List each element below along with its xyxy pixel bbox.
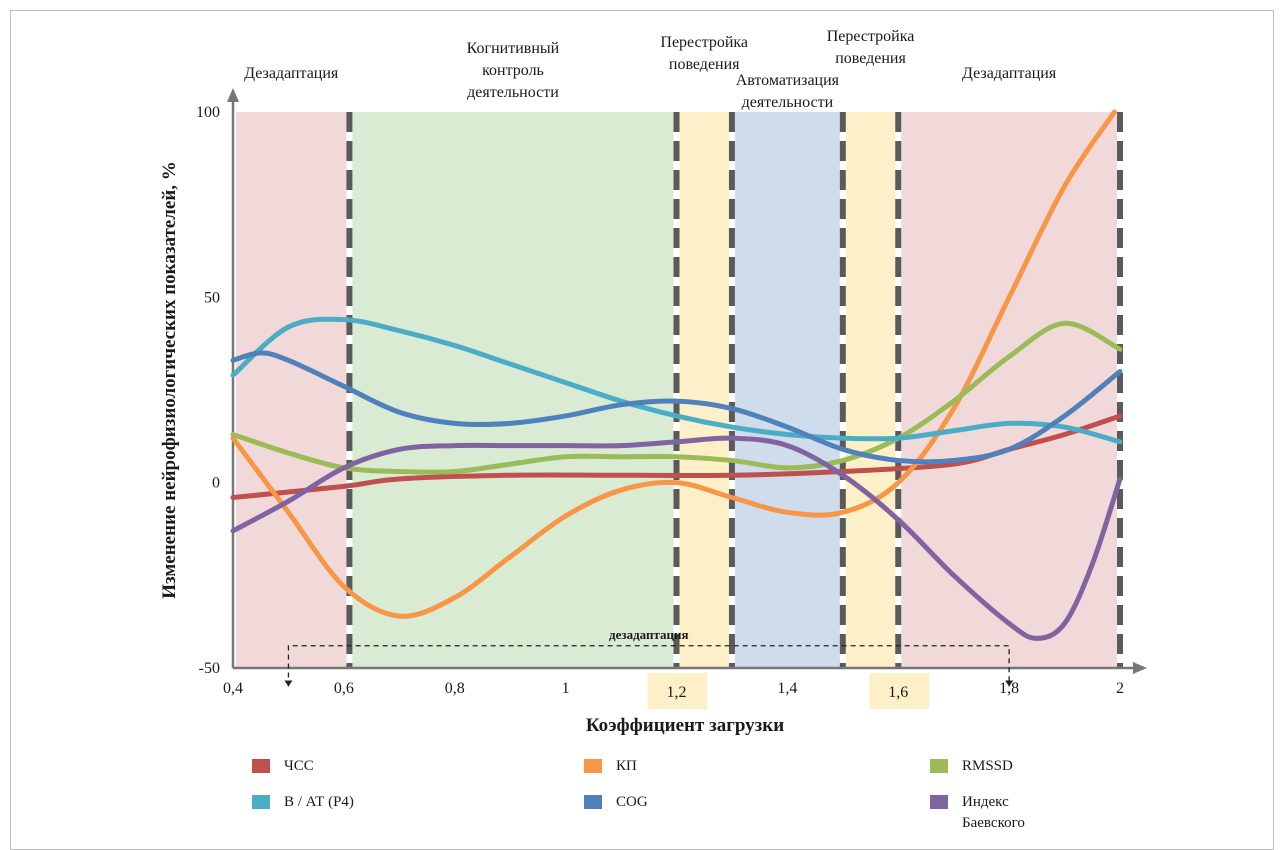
zones-layer <box>236 112 1117 668</box>
legend-swatch <box>252 759 270 773</box>
legend-item-индекс-баевского: Индекс Баевского <box>930 792 1072 834</box>
zone-3-band <box>679 112 729 668</box>
zone-4-band <box>734 112 840 668</box>
zone-6-band <box>901 112 1117 668</box>
legend-swatch <box>252 795 270 809</box>
zone-1-band <box>236 112 347 668</box>
series-line-cog <box>230 350 1123 465</box>
zone-1-label: Дезадаптация <box>244 65 339 82</box>
zone-5-band <box>845 112 896 668</box>
x-tick-label: 1,8 <box>999 680 1019 697</box>
x-tick-label: 1,4 <box>777 680 797 697</box>
annotation-label: дезадаптация <box>609 627 689 642</box>
legend-label: ЧСС <box>284 758 314 774</box>
legend-item-rmssd: RMSSD <box>930 756 1072 777</box>
legend-label: В / АТ (Р4) <box>284 794 354 810</box>
legend: ЧСС КП RMSSD В / АТ (Р4) COG Индекс Баевского <box>0 748 1284 838</box>
zone-2-label: Когнитивный контроль деятельности <box>467 40 560 101</box>
x-tick-highlight <box>647 673 708 709</box>
y-axis-arrow-icon <box>227 88 239 102</box>
x-tick-label: 1,2 <box>667 684 687 701</box>
series-line-rmssd <box>230 320 1123 475</box>
series-line-в-ат-р4 <box>230 316 1123 445</box>
x-tick-label: 0,8 <box>445 680 465 697</box>
annotation-arrow-right-icon <box>1005 680 1014 687</box>
y-tick-label: 50 <box>204 289 220 306</box>
y-tick-label: 100 <box>196 104 220 121</box>
zone-4-label: Автоматизация деятельности <box>736 72 840 111</box>
zone-6-label: Дезадаптация <box>962 65 1057 82</box>
zone-3-label: Перестройка поведения <box>660 34 748 73</box>
legend-label: КП <box>616 758 637 774</box>
legend-label: COG <box>616 794 648 810</box>
zone-2-band <box>352 112 674 668</box>
y-axis-title: Изменение нейрофизиологических показател… <box>159 161 180 599</box>
legend-item-в-ат-р4: В / АТ (Р4) <box>252 792 394 813</box>
legend-swatch <box>584 759 602 773</box>
legend-swatch <box>930 759 948 773</box>
x-tick-label: 0,6 <box>334 680 354 697</box>
annotation-layer: дезадаптация <box>284 627 1014 687</box>
x-tick-label: 0,4 <box>223 680 243 697</box>
ticks-layer: 0,4 0,6 0,8 1 1,2 1,4 1,6 1,8 2 100 50 0 -50 <box>196 104 1124 709</box>
legend-label: Индекс Баевского <box>962 794 1025 831</box>
x-tick-label: 1 <box>562 680 570 697</box>
annotation-bracket <box>287 645 1010 687</box>
x-tick-highlight <box>869 673 930 709</box>
legend-label: RMSSD <box>962 758 1013 774</box>
y-tick-label: -50 <box>199 660 220 677</box>
series-layer <box>230 109 1123 641</box>
x-tick-label: 1,6 <box>888 684 908 701</box>
y-tick-label: 0 <box>212 475 220 492</box>
legend-swatch <box>584 795 602 809</box>
annotation-arrow-left-icon <box>284 680 293 687</box>
x-axis-title: Коэффициент загрузки <box>586 715 784 736</box>
series-line-кп <box>230 109 1117 619</box>
x-axis-arrow-icon <box>1133 662 1147 674</box>
zone-labels-layer: Дезадаптация Когнитивный контроль деятельно… <box>244 28 1057 111</box>
series-line-индекс-баевского <box>230 435 1123 641</box>
legend-swatch <box>930 795 948 809</box>
legend-item-кп: КП <box>584 756 726 777</box>
zone-5-label: Перестройка поведения <box>827 28 915 67</box>
axes-layer <box>227 88 1147 674</box>
x-tick-label: 2 <box>1116 680 1124 697</box>
legend-item-cog: COG <box>584 792 726 813</box>
legend-item-чсс: ЧСС <box>252 756 394 777</box>
